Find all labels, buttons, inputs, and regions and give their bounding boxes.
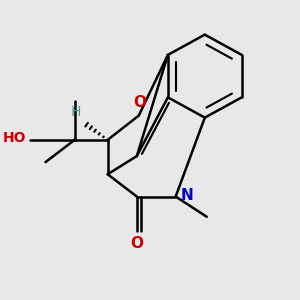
- Text: N: N: [181, 188, 194, 203]
- Text: HO: HO: [3, 131, 26, 146]
- Text: O: O: [130, 236, 143, 251]
- Text: O: O: [134, 95, 147, 110]
- Text: H: H: [70, 105, 81, 119]
